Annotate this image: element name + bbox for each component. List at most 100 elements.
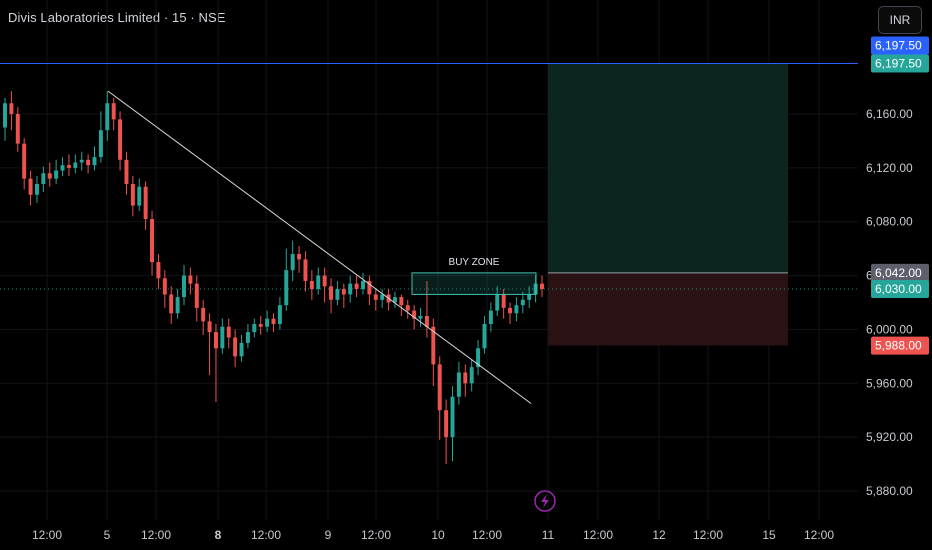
candle	[316, 267, 321, 295]
candle	[79, 151, 84, 171]
target-zone	[548, 63, 788, 273]
current-price-tag-text: 6,030.00	[875, 282, 922, 296]
candle	[258, 315, 263, 335]
candle	[309, 270, 314, 300]
candle	[194, 275, 199, 322]
price-axis-label: 5,960.00	[866, 376, 913, 390]
time-axis-label: 10	[431, 528, 445, 542]
candle	[162, 270, 167, 308]
buy-zone-box[interactable]	[411, 272, 537, 295]
buy-zone[interactable]: BUY ZONE	[411, 257, 537, 295]
candle	[329, 278, 334, 314]
candle	[335, 280, 340, 306]
candle	[9, 91, 14, 131]
time-axis-label: 12:00	[583, 528, 613, 542]
candle	[373, 289, 378, 311]
currency-button[interactable]: INR	[878, 6, 922, 34]
target-tag-text: 6,197.50	[875, 57, 922, 71]
candle	[150, 210, 155, 276]
target-tag: 6,197.50	[871, 54, 929, 73]
candle	[111, 97, 116, 131]
candle	[156, 254, 161, 290]
candle	[303, 251, 308, 292]
candle	[361, 272, 365, 295]
candle	[175, 289, 180, 319]
candle	[66, 154, 71, 176]
candle	[437, 356, 442, 440]
time-axis-label: 12:00	[361, 528, 391, 542]
candle	[399, 294, 404, 316]
candle	[233, 329, 238, 368]
candle	[201, 299, 206, 335]
stop-zone	[548, 272, 788, 346]
candle	[431, 318, 436, 386]
candle	[86, 154, 91, 174]
stop-tag-text: 5,988.00	[875, 339, 922, 353]
time-axis-label: 11	[542, 528, 555, 542]
candle	[367, 275, 372, 306]
candle	[28, 170, 33, 206]
current-price-tag: 6,030.00	[871, 280, 929, 299]
candle	[54, 159, 59, 185]
candle	[207, 313, 212, 376]
buy-zone-label: BUY ZONE	[449, 257, 500, 268]
candle	[226, 318, 231, 349]
candle	[143, 181, 148, 230]
candles	[3, 91, 544, 465]
stop-tag: 5,988.00	[871, 336, 929, 355]
candle	[124, 151, 129, 195]
time-axis[interactable]: 12:00 5 12:00 8 12:00 9 12:00 10 12:00 11 12:00 12 1…	[32, 528, 834, 542]
price-tags: 6,197.50 6,197.50 6,042.00 6,030.00 5,98…	[871, 36, 929, 355]
candle	[488, 302, 493, 333]
candle	[540, 275, 544, 298]
blue-level-tag-text: 6,197.50	[875, 39, 922, 53]
candle	[418, 307, 423, 327]
time-axis-label: 12:00	[251, 528, 281, 542]
candle	[290, 240, 295, 281]
candle	[322, 267, 327, 303]
entry-tag: 6,042.00	[871, 263, 929, 282]
candle	[252, 318, 257, 338]
time-axis-label: 12:00	[32, 528, 62, 542]
lightning-icon[interactable]	[534, 490, 556, 512]
candle	[405, 299, 410, 319]
entry-tag-text: 6,042.00	[875, 266, 922, 280]
candle	[105, 91, 110, 141]
candle	[41, 166, 46, 193]
candle	[60, 157, 65, 176]
candle	[245, 324, 250, 349]
candle	[137, 178, 142, 211]
candle	[284, 248, 289, 311]
candle	[265, 310, 270, 333]
candle	[476, 340, 481, 376]
position-zones	[548, 63, 788, 346]
candle	[508, 302, 513, 325]
candle	[527, 286, 532, 308]
candle	[213, 324, 218, 403]
time-axis-label: 12:00	[472, 528, 502, 542]
candle	[239, 334, 244, 362]
candle	[188, 267, 193, 295]
price-axis[interactable]: 6,160.006,120.006,080.006,040.006,000.00…	[866, 107, 913, 498]
price-axis-label: 6,080.00	[866, 215, 913, 229]
candle	[118, 111, 123, 171]
candle	[22, 138, 27, 190]
candle	[341, 283, 346, 308]
time-axis-label: 9	[325, 528, 332, 542]
candle	[392, 291, 397, 308]
trendline[interactable]	[107, 90, 532, 404]
candle	[463, 364, 468, 397]
candle	[482, 315, 487, 354]
candle	[520, 291, 525, 314]
candle	[424, 280, 429, 338]
candle	[456, 361, 461, 405]
time-axis-label: 15	[762, 528, 776, 542]
price-axis-label: 6,120.00	[866, 161, 913, 175]
candle	[380, 289, 385, 308]
price-axis-label: 5,920.00	[866, 430, 913, 444]
time-axis-label: 8	[215, 528, 222, 542]
candle	[3, 97, 7, 141]
candle	[495, 286, 500, 316]
candle	[34, 175, 39, 203]
